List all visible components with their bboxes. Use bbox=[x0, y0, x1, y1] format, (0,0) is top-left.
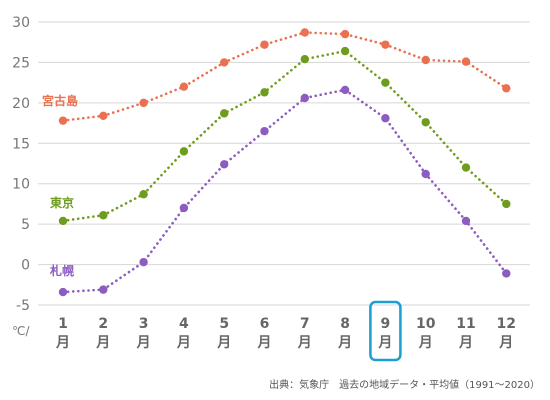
x-tick-month-unit: 月 bbox=[136, 335, 151, 351]
data-point bbox=[139, 190, 148, 199]
x-tick-month-number: 11 bbox=[456, 316, 475, 332]
data-point bbox=[58, 287, 68, 297]
data-point bbox=[381, 114, 390, 123]
series-label: 東京 bbox=[50, 195, 74, 210]
data-point bbox=[461, 163, 471, 172]
x-tick-month-unit: 月 bbox=[216, 335, 231, 351]
data-point bbox=[421, 118, 430, 127]
data-point bbox=[260, 40, 269, 49]
y-axis-unit: ℃/ bbox=[12, 324, 30, 338]
y-tick-label: 20 bbox=[12, 96, 30, 112]
data-point bbox=[99, 285, 108, 294]
data-point bbox=[99, 211, 108, 220]
series-label: 札幌 bbox=[49, 263, 74, 278]
data-point bbox=[502, 269, 511, 278]
data-point bbox=[502, 199, 511, 209]
data-point bbox=[340, 29, 350, 39]
y-tick-label: 10 bbox=[12, 177, 30, 193]
x-tick-month-unit: 月 bbox=[95, 335, 110, 351]
x-tick-month-unit: 月 bbox=[377, 335, 392, 351]
y-tick-label: 30 bbox=[12, 15, 30, 31]
x-tick-month-unit: 月 bbox=[458, 335, 473, 351]
x-tick-month-number: 6 bbox=[260, 316, 270, 332]
data-point bbox=[139, 257, 148, 267]
data-point bbox=[260, 126, 269, 136]
x-tick-month-number: 10 bbox=[416, 316, 436, 332]
data-point bbox=[220, 58, 229, 67]
data-point bbox=[381, 78, 390, 87]
data-point bbox=[139, 98, 148, 108]
data-point bbox=[179, 203, 189, 213]
x-tick-month-unit: 月 bbox=[498, 335, 513, 351]
x-tick-month-number: 12 bbox=[497, 316, 516, 332]
data-point bbox=[340, 85, 350, 95]
data-point bbox=[58, 216, 68, 226]
series-label: 宮古島 bbox=[42, 93, 78, 108]
y-tick-label: 15 bbox=[12, 136, 30, 152]
x-tick-month-number: 4 bbox=[179, 316, 189, 332]
x-tick-month-unit: 月 bbox=[257, 335, 272, 351]
x-tick-month-unit: 月 bbox=[176, 335, 191, 351]
data-point bbox=[99, 111, 108, 120]
x-tick-month-number: 5 bbox=[219, 316, 229, 332]
series-line bbox=[61, 31, 508, 122]
series-line bbox=[61, 49, 508, 223]
series-2 bbox=[58, 85, 511, 297]
data-point bbox=[220, 109, 229, 118]
x-tick-month-unit: 月 bbox=[418, 335, 433, 351]
data-point bbox=[502, 84, 511, 93]
series-1 bbox=[58, 46, 511, 226]
data-point bbox=[300, 54, 309, 64]
data-point bbox=[260, 88, 269, 97]
data-point bbox=[340, 46, 350, 56]
x-tick-month-number: 8 bbox=[340, 316, 350, 332]
highlight-box bbox=[369, 300, 402, 362]
y-tick-label: 0 bbox=[21, 258, 30, 274]
y-tick-label: 25 bbox=[12, 55, 30, 71]
series-line bbox=[61, 88, 508, 294]
grid-lines bbox=[38, 21, 530, 306]
x-tick-month-number: 1 bbox=[58, 316, 68, 332]
x-tick-month-number: 3 bbox=[139, 316, 149, 332]
series-lines bbox=[58, 28, 511, 297]
data-point bbox=[300, 28, 309, 37]
source-note: 出典：気象庁 過去の地域データ・平均値（1991〜2020） bbox=[269, 378, 540, 391]
x-tick-month-number: 9 bbox=[381, 316, 391, 332]
y-tick-label: 5 bbox=[21, 217, 30, 233]
data-point bbox=[421, 55, 430, 65]
x-tick-month-number: 7 bbox=[300, 316, 310, 332]
x-tick-month-unit: 月 bbox=[297, 335, 312, 351]
data-point bbox=[300, 93, 309, 103]
x-axis-ticks: 1 月 2 月 3 月 4 月 5 月 6 月 7 月 8 月 9 月 10 月 11 月 12 月 bbox=[55, 316, 516, 351]
data-point bbox=[179, 82, 189, 91]
data-point bbox=[461, 57, 471, 66]
data-point bbox=[381, 40, 390, 49]
y-axis-ticks: 30 25 20 15 10 5 0 -5 bbox=[12, 15, 30, 314]
september-highlight bbox=[369, 300, 402, 362]
x-tick-month-unit: 月 bbox=[55, 335, 70, 351]
data-point bbox=[220, 160, 229, 169]
y-tick-label: -5 bbox=[16, 298, 30, 314]
data-point bbox=[461, 216, 471, 226]
x-tick-month-unit: 月 bbox=[337, 335, 352, 351]
series-0 bbox=[58, 28, 511, 125]
data-point bbox=[179, 147, 189, 156]
data-point bbox=[58, 116, 68, 125]
data-point bbox=[421, 169, 430, 179]
x-tick-month-number: 2 bbox=[98, 316, 108, 332]
